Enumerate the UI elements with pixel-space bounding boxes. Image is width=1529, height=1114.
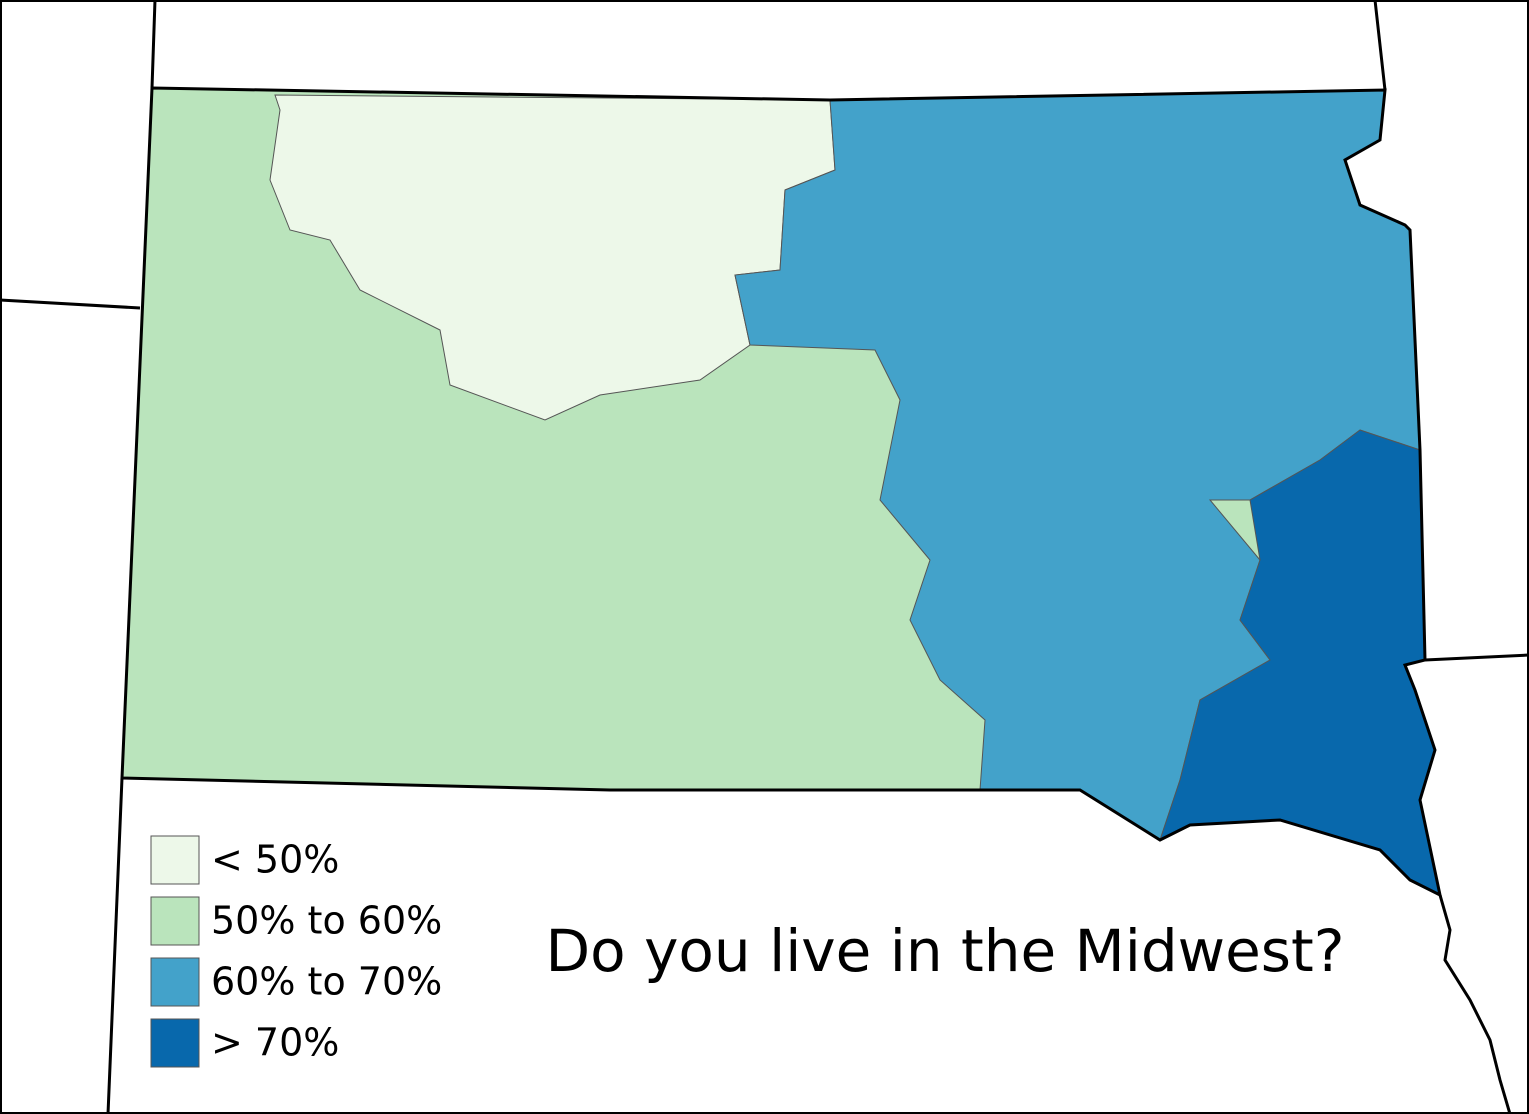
map-title: Do you live in the Midwest?	[545, 917, 1344, 985]
legend-swatch	[150, 835, 200, 885]
legend-swatch	[150, 1018, 200, 1068]
legend: < 50% 50% to 60% 60% to 70% > 70%	[150, 835, 442, 1068]
state-border	[120, 86, 1443, 898]
legend-label: < 50%	[211, 838, 339, 882]
legend-swatch	[150, 896, 200, 946]
legend-label: 60% to 70%	[211, 960, 442, 1004]
legend-label: 50% to 60%	[211, 899, 442, 943]
legend-label: > 70%	[211, 1021, 339, 1065]
legend-swatch	[150, 957, 200, 1007]
